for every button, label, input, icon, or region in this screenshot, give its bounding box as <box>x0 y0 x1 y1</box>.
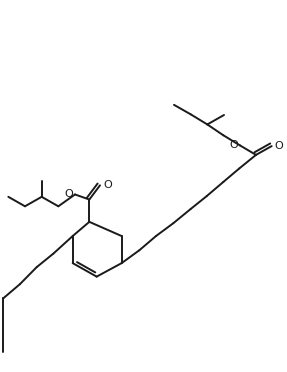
Text: O: O <box>103 180 112 190</box>
Text: O: O <box>64 189 73 199</box>
Text: O: O <box>229 140 238 150</box>
Text: O: O <box>275 141 284 151</box>
